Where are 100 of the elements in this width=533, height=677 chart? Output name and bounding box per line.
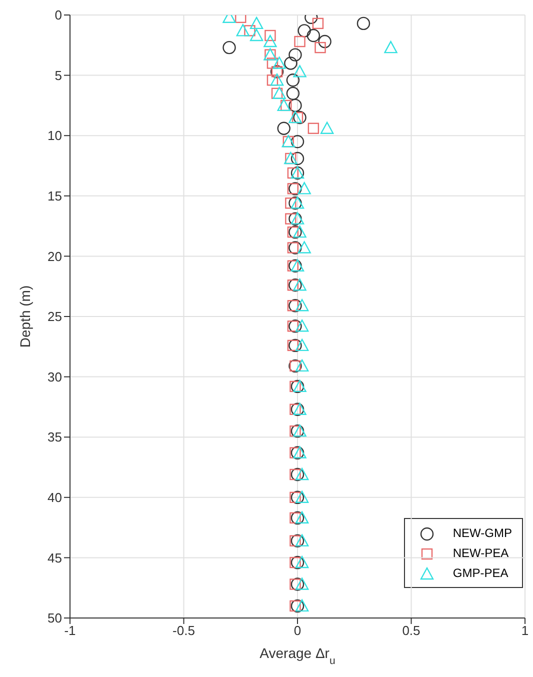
point [298, 182, 311, 194]
y-tick-label: 25 [48, 309, 62, 324]
y-tick-label: 40 [48, 490, 62, 506]
point [288, 299, 302, 312]
point [264, 30, 276, 42]
point [290, 404, 301, 415]
point [290, 534, 304, 548]
point [295, 599, 309, 612]
point [290, 212, 304, 224]
point [288, 98, 302, 112]
point [288, 278, 302, 292]
x-tick-label: 1 [521, 623, 529, 638]
point [288, 182, 302, 196]
y-tick-label: 20 [48, 248, 62, 264]
y-axis-title: Depth (m) [17, 285, 33, 348]
point [272, 86, 286, 99]
point [236, 24, 250, 36]
legend-label: NEW-PEA [452, 546, 509, 560]
point [293, 380, 306, 392]
point [287, 183, 299, 194]
point [290, 556, 304, 570]
point [290, 468, 301, 480]
x-tick-label: -1 [64, 623, 76, 638]
point [294, 36, 306, 48]
y-tick-label: 0 [54, 8, 62, 23]
point [288, 241, 302, 254]
point [285, 213, 296, 224]
point [288, 110, 302, 124]
x-tick-label: -0.5 [172, 623, 195, 638]
point [293, 424, 306, 437]
point [295, 468, 309, 480]
point [290, 535, 301, 546]
point [306, 28, 320, 42]
point [290, 152, 304, 166]
point [356, 16, 370, 30]
point [295, 320, 309, 332]
point [290, 599, 304, 613]
point [293, 446, 306, 458]
point [290, 259, 304, 272]
legend-label: GMP-PEA [452, 566, 508, 580]
point [290, 380, 304, 394]
point [250, 16, 264, 30]
point [384, 40, 398, 54]
point [264, 34, 277, 48]
y-tick-label: 30 [48, 369, 62, 384]
point [290, 447, 301, 458]
point [290, 424, 304, 438]
point [293, 225, 306, 238]
point [295, 299, 309, 312]
legend-label: NEW-GMP [452, 526, 512, 540]
point [288, 48, 302, 62]
point [293, 110, 306, 124]
point [288, 225, 302, 239]
y-tick-label: 10 [48, 128, 62, 144]
point [287, 226, 299, 238]
point [293, 278, 306, 291]
point [295, 359, 309, 372]
point [298, 241, 311, 254]
point [272, 56, 286, 69]
point [285, 198, 296, 209]
point [287, 242, 299, 254]
point [244, 25, 256, 36]
point [312, 18, 324, 30]
point [298, 24, 311, 38]
point [290, 135, 304, 148]
point [295, 338, 309, 352]
point [287, 320, 299, 332]
y-tick-label: 50 [48, 610, 62, 626]
point [287, 300, 299, 312]
x-axis-title: Average Δr$_{u}$ [260, 645, 336, 667]
point [290, 600, 301, 612]
point [277, 122, 290, 135]
y-tick-label: 35 [48, 430, 62, 445]
point [293, 402, 306, 415]
point [287, 340, 299, 352]
point [270, 74, 284, 86]
point [290, 511, 304, 524]
point [284, 56, 298, 70]
point [320, 122, 334, 134]
point [286, 74, 300, 87]
y-tick-label: 5 [54, 68, 62, 83]
y-tick-label: 45 [48, 550, 62, 566]
point [287, 280, 299, 291]
point [290, 380, 301, 392]
point [308, 122, 320, 134]
point [295, 534, 309, 546]
point [290, 490, 304, 504]
point [277, 98, 290, 112]
point [288, 212, 302, 226]
point [266, 58, 278, 69]
point [288, 320, 302, 333]
point [222, 40, 236, 54]
point [290, 512, 301, 524]
point [295, 511, 309, 524]
point [318, 34, 332, 48]
point [286, 86, 300, 100]
point [295, 556, 309, 568]
x-tick-label: 0 [294, 623, 302, 638]
point [290, 446, 304, 460]
point [250, 28, 264, 42]
